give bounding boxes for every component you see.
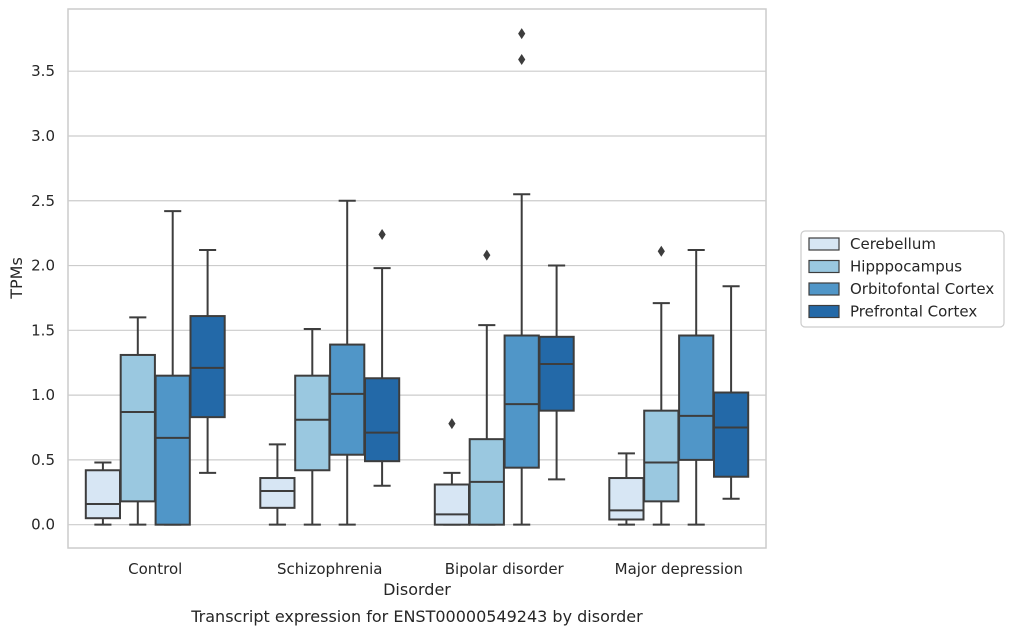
box bbox=[363, 228, 401, 487]
box bbox=[503, 28, 540, 526]
box-body bbox=[84, 469, 122, 520]
legend-label: Orbitofontal Cortex bbox=[850, 280, 994, 298]
box-body bbox=[189, 315, 226, 419]
legend-swatch bbox=[808, 237, 840, 251]
box bbox=[119, 316, 156, 526]
chart-caption: Transcript expression for ENST0000054924… bbox=[190, 607, 643, 626]
y-tick-label: 3.0 bbox=[31, 127, 55, 145]
box-body bbox=[294, 374, 331, 472]
box bbox=[154, 210, 191, 526]
legend-swatch bbox=[808, 282, 840, 296]
series-group bbox=[84, 418, 645, 526]
box-body bbox=[259, 477, 296, 509]
x-axis-ticks: Control Schizophrenia Bipolar disorder Majo… bbox=[128, 560, 743, 578]
box bbox=[538, 264, 575, 481]
outlier-point bbox=[657, 245, 665, 257]
box-body bbox=[329, 343, 366, 456]
box bbox=[84, 461, 122, 526]
plot-area-frame bbox=[67, 8, 767, 549]
box bbox=[468, 249, 505, 526]
box bbox=[329, 199, 366, 526]
box bbox=[608, 452, 645, 526]
y-tick-label: 0.0 bbox=[31, 516, 55, 534]
y-tick-label: 0.5 bbox=[31, 451, 55, 469]
x-axis-title: Disorder bbox=[383, 580, 451, 599]
box bbox=[643, 245, 680, 526]
y-axis-title: TPMs bbox=[7, 257, 26, 300]
legend-label: Prefrontal Cortex bbox=[850, 303, 977, 321]
outlier-point bbox=[448, 418, 456, 430]
series-group bbox=[189, 228, 750, 500]
x-tick-label: Major depression bbox=[615, 560, 743, 578]
box-body bbox=[538, 335, 575, 412]
y-tick-label: 1.5 bbox=[31, 321, 55, 339]
box bbox=[189, 248, 226, 474]
box-body bbox=[433, 483, 471, 526]
box bbox=[712, 285, 750, 500]
series-group bbox=[154, 28, 715, 526]
series-group bbox=[119, 245, 680, 526]
box-body bbox=[678, 334, 715, 461]
x-tick-label: Schizophrenia bbox=[277, 560, 382, 578]
y-tick-label: 1.0 bbox=[31, 386, 55, 404]
box-body bbox=[119, 353, 156, 503]
box bbox=[259, 443, 296, 526]
box bbox=[433, 418, 471, 526]
outlier-point bbox=[483, 249, 491, 261]
outlier-point bbox=[518, 28, 526, 40]
box-body bbox=[363, 377, 401, 463]
outlier-point bbox=[518, 54, 526, 66]
y-tick-label: 2.5 bbox=[31, 192, 55, 210]
box-body bbox=[712, 391, 750, 478]
y-tick-label: 3.5 bbox=[31, 62, 55, 80]
box bbox=[678, 248, 715, 526]
box-body bbox=[503, 334, 540, 469]
legend-swatch bbox=[808, 259, 840, 274]
box bbox=[294, 328, 331, 526]
legend: Cerebellum Hipppocampus Orbitofontal Corte… bbox=[800, 230, 1005, 328]
y-axis-ticks: 0.0 0.5 1.0 1.5 2.0 2.5 3.0 3.5 bbox=[31, 62, 55, 533]
x-tick-label: Bipolar disorder bbox=[445, 560, 565, 578]
box-body bbox=[608, 477, 645, 521]
x-tick-label: Control bbox=[128, 560, 182, 578]
legend-label: Hipppocampus bbox=[850, 258, 962, 276]
box-body bbox=[154, 374, 191, 526]
box-series bbox=[84, 28, 750, 526]
legend-frame bbox=[800, 230, 1005, 328]
legend-swatch bbox=[808, 304, 840, 319]
outlier-point bbox=[378, 228, 386, 240]
box-body bbox=[643, 409, 680, 503]
legend-label: Cerebellum bbox=[850, 235, 936, 253]
y-tick-label: 2.0 bbox=[31, 257, 55, 275]
